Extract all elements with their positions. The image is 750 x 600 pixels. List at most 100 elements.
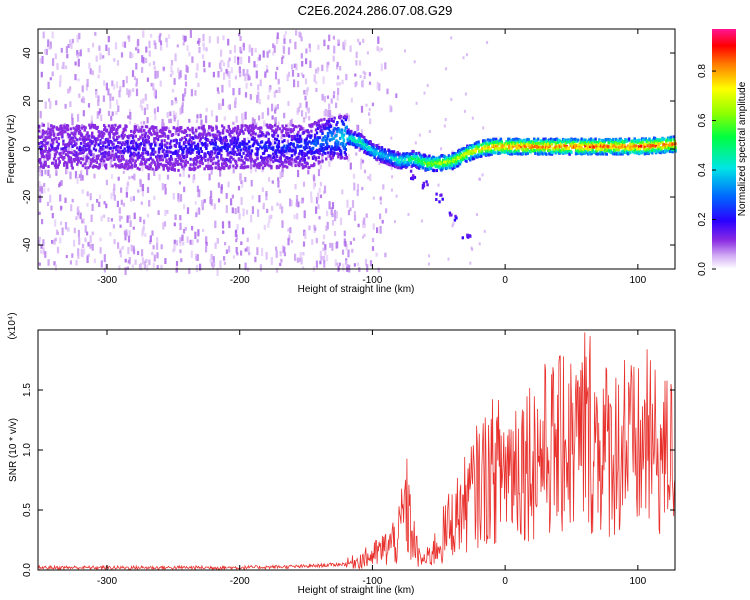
ridge-point bbox=[108, 134, 111, 138]
ridge-point bbox=[500, 142, 503, 146]
ridge-point bbox=[239, 142, 242, 146]
ridge-point bbox=[86, 132, 89, 136]
noise-speck bbox=[174, 53, 177, 62]
noise-speck bbox=[142, 225, 145, 231]
noise-speck bbox=[93, 173, 96, 179]
ridge-point bbox=[55, 140, 59, 144]
ridge-point bbox=[243, 141, 246, 145]
ridge-point bbox=[177, 133, 180, 137]
ridge-point bbox=[603, 146, 607, 150]
noise-speck bbox=[113, 239, 116, 245]
ridge-point bbox=[66, 132, 70, 136]
ridge-point bbox=[103, 159, 106, 163]
ridge-point bbox=[587, 143, 590, 147]
ridge-point bbox=[181, 165, 184, 169]
noise-speck bbox=[233, 45, 237, 53]
ridge-point bbox=[312, 139, 315, 143]
ridge-point bbox=[150, 133, 153, 137]
noise-speck bbox=[96, 111, 99, 119]
noise-speck bbox=[130, 153, 133, 161]
noise-speck bbox=[304, 111, 308, 119]
noise-speck bbox=[221, 84, 224, 93]
ridge-point bbox=[642, 143, 646, 147]
ridge-point bbox=[236, 135, 240, 139]
noise-speck bbox=[167, 127, 170, 131]
ridge-point bbox=[455, 152, 458, 156]
noise-speck bbox=[246, 246, 249, 252]
ridge-point bbox=[452, 160, 455, 164]
ridge-point bbox=[158, 147, 162, 151]
ridge-point bbox=[125, 162, 128, 166]
ridge-point bbox=[238, 130, 242, 134]
ridge-point bbox=[412, 160, 415, 164]
noise-speck bbox=[363, 217, 366, 225]
noise-speck bbox=[322, 247, 325, 251]
ridge-point bbox=[74, 136, 77, 140]
ridge-point bbox=[163, 132, 166, 136]
noise-speck bbox=[66, 167, 69, 174]
noise-speck bbox=[321, 93, 324, 101]
ridge-point bbox=[235, 131, 239, 135]
ridge-point bbox=[411, 157, 414, 160]
noise-speck bbox=[40, 131, 43, 139]
noise-speck bbox=[88, 62, 91, 69]
noise-speck bbox=[281, 206, 284, 214]
ridge-point bbox=[583, 151, 586, 155]
ridge-point bbox=[422, 163, 425, 167]
ridge-point bbox=[127, 162, 130, 166]
ridge-point bbox=[84, 166, 87, 170]
ridge-point bbox=[364, 146, 367, 150]
ridge-point bbox=[416, 166, 419, 169]
noise-speck bbox=[173, 222, 176, 227]
ridge-point bbox=[552, 149, 555, 153]
noise-speck bbox=[129, 112, 132, 120]
noise-speck bbox=[294, 41, 297, 50]
noise-speck bbox=[41, 219, 44, 225]
ridge-point bbox=[560, 142, 563, 146]
noise-speck bbox=[128, 109, 132, 114]
noise-speck bbox=[227, 181, 230, 188]
ridge-point bbox=[529, 150, 532, 154]
noise-speck bbox=[183, 204, 186, 210]
noise-speck bbox=[128, 137, 131, 146]
noise-speck bbox=[258, 195, 261, 203]
noise-speck bbox=[141, 249, 144, 257]
noise-speck bbox=[113, 194, 116, 201]
noise-speck bbox=[332, 55, 335, 62]
ridge-point bbox=[159, 134, 163, 138]
ridge-point bbox=[126, 139, 129, 143]
ridge-point bbox=[229, 160, 232, 164]
ridge-point bbox=[283, 134, 286, 138]
ridge-point bbox=[489, 139, 492, 142]
ridge-point bbox=[408, 152, 412, 156]
ridge-point bbox=[274, 123, 277, 127]
noise-speck bbox=[244, 177, 247, 183]
noise-speck bbox=[79, 49, 82, 57]
noise-speck bbox=[169, 73, 173, 78]
noise-speck bbox=[202, 228, 205, 232]
ridge-point bbox=[329, 147, 333, 151]
ridge-point bbox=[180, 159, 183, 163]
ridge-point bbox=[215, 126, 218, 130]
ridge-point bbox=[241, 130, 244, 134]
noise-speck bbox=[353, 263, 356, 267]
noise-speck bbox=[290, 239, 294, 244]
noise-speck bbox=[60, 206, 63, 210]
ridge-point bbox=[104, 166, 108, 170]
ridge-point bbox=[107, 153, 111, 157]
ridge-point bbox=[118, 124, 122, 128]
ridge-point bbox=[76, 138, 79, 142]
ridge-point bbox=[62, 129, 65, 133]
ridge-point bbox=[313, 121, 317, 124]
noise-speck bbox=[240, 197, 243, 205]
ridge-point bbox=[469, 158, 472, 162]
ridge-point bbox=[131, 136, 135, 140]
noise-speck bbox=[171, 162, 174, 166]
noise-speck bbox=[217, 198, 221, 203]
noise-speck bbox=[317, 192, 320, 200]
ridge-point bbox=[124, 149, 127, 153]
ridge-point bbox=[381, 157, 385, 161]
ridge-point bbox=[193, 141, 196, 145]
ridge-point bbox=[136, 157, 139, 161]
ridge-point bbox=[83, 128, 86, 132]
